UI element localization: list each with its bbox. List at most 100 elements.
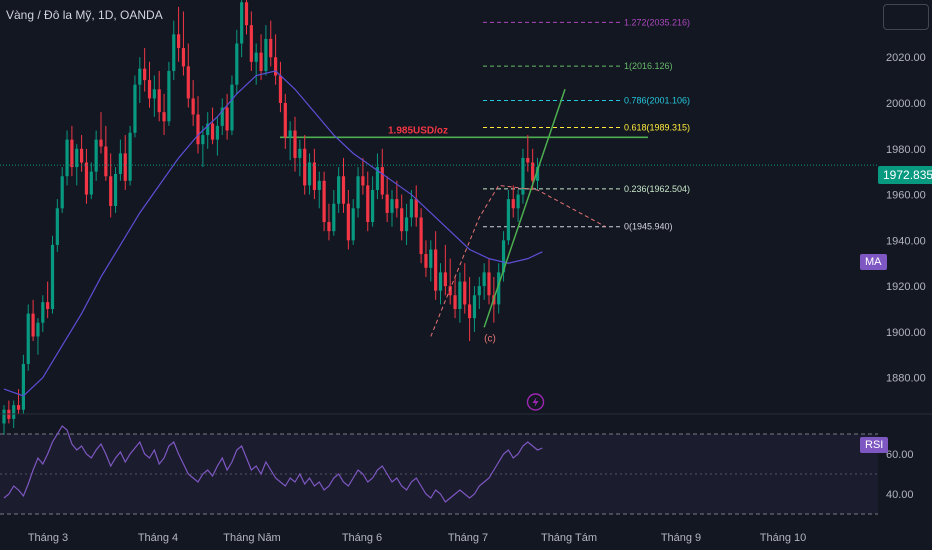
rsi-indicator-badge[interactable]: RSI: [860, 437, 889, 453]
candle: [390, 189, 394, 227]
candle-body: [419, 217, 423, 255]
x-tick-label: Tháng Tám: [541, 532, 597, 544]
candle: [113, 167, 118, 213]
candle: [109, 153, 113, 218]
candle: [371, 176, 375, 227]
ma-indicator-badge[interactable]: MA: [860, 254, 887, 270]
candle: [94, 130, 98, 181]
candle: [254, 43, 258, 85]
candle: [84, 148, 89, 204]
candle: [443, 244, 447, 296]
candle-body: [138, 68, 142, 85]
candle-body: [254, 52, 258, 62]
candle-body: [167, 70, 171, 122]
fib-level-label: 0(1945.940): [624, 222, 673, 232]
candle: [259, 34, 263, 81]
candle: [31, 299, 35, 342]
candle: [448, 258, 452, 305]
candle: [65, 130, 69, 186]
resistance-label: 1.985USD/oz: [388, 125, 448, 136]
wave-path: [430, 184, 606, 337]
candle: [128, 125, 132, 186]
candle-body: [210, 123, 215, 140]
candle-body: [104, 146, 108, 177]
fib-level-label: 0.618(1989.315): [624, 122, 690, 132]
candle: [240, 0, 244, 58]
candle: [210, 107, 215, 145]
y-tick-label: 2020.00: [886, 52, 926, 64]
candle: [220, 98, 224, 136]
candle-body: [414, 199, 418, 218]
candle: [206, 112, 210, 149]
candle: [225, 93, 229, 140]
candle-body: [380, 167, 384, 195]
candle: [414, 185, 418, 227]
candle-body: [2, 409, 6, 424]
symbol-title: Vàng / Đô la Mỹ, 1D, OANDA: [6, 8, 163, 22]
candle: [167, 61, 171, 126]
candle: [75, 144, 79, 186]
candle: [104, 125, 108, 181]
candle: [400, 194, 404, 241]
candle: [322, 171, 326, 232]
candle: [458, 272, 462, 323]
candle-body: [143, 68, 147, 81]
candle: [351, 199, 355, 245]
candle-body: [511, 199, 515, 209]
candle-body: [443, 272, 447, 287]
candle: [409, 189, 413, 227]
candle: [36, 318, 40, 355]
y-tick-label: 1960.00: [886, 190, 926, 202]
x-tick-label: Tháng 4: [138, 532, 178, 544]
candle-body: [128, 132, 132, 181]
candle-body: [41, 302, 45, 323]
candle-body: [206, 123, 210, 136]
candle: [303, 135, 307, 195]
candle-body: [463, 281, 467, 305]
y-tick-label: 2000.00: [886, 98, 926, 110]
candle-body: [312, 162, 316, 190]
candle-body: [356, 176, 360, 209]
candle-body: [191, 98, 195, 115]
candle-body: [118, 153, 122, 174]
candle: [395, 180, 399, 218]
candle: [424, 240, 428, 277]
candle: [2, 405, 6, 435]
candle-body: [225, 107, 229, 131]
candle-body: [220, 107, 224, 126]
candle-body: [89, 171, 93, 195]
candle-body: [75, 148, 79, 168]
candle-body: [244, 2, 249, 26]
candle: [526, 135, 530, 172]
candle-body: [521, 157, 525, 195]
candle-body: [240, 2, 244, 44]
y-tick-label: 1980.00: [886, 144, 926, 156]
candle: [361, 157, 365, 195]
candle: [472, 286, 477, 332]
candle: [99, 112, 103, 154]
candle-body: [84, 162, 89, 195]
menu-button[interactable]: [883, 4, 929, 30]
candle: [317, 171, 321, 209]
candle: [404, 203, 409, 245]
candle: [506, 189, 510, 245]
candle-body: [147, 80, 152, 99]
candle: [501, 231, 506, 282]
candle: [21, 354, 25, 415]
candle: [244, 0, 249, 35]
candle-body: [361, 176, 365, 186]
candle-body: [16, 405, 21, 410]
x-tick-label: Tháng 7: [448, 532, 488, 544]
candle-body: [46, 302, 50, 309]
candle: [133, 75, 137, 138]
candle: [278, 61, 283, 113]
x-tick-label: Tháng Năm: [223, 532, 280, 544]
fib-level-label: 0.236(1962.504): [624, 184, 690, 194]
candle-body: [269, 38, 273, 58]
candle: [172, 20, 176, 81]
candle-body: [337, 176, 341, 204]
candle-body: [50, 244, 55, 309]
candle-body: [293, 130, 297, 158]
y-tick-label: 1940.00: [886, 235, 926, 247]
